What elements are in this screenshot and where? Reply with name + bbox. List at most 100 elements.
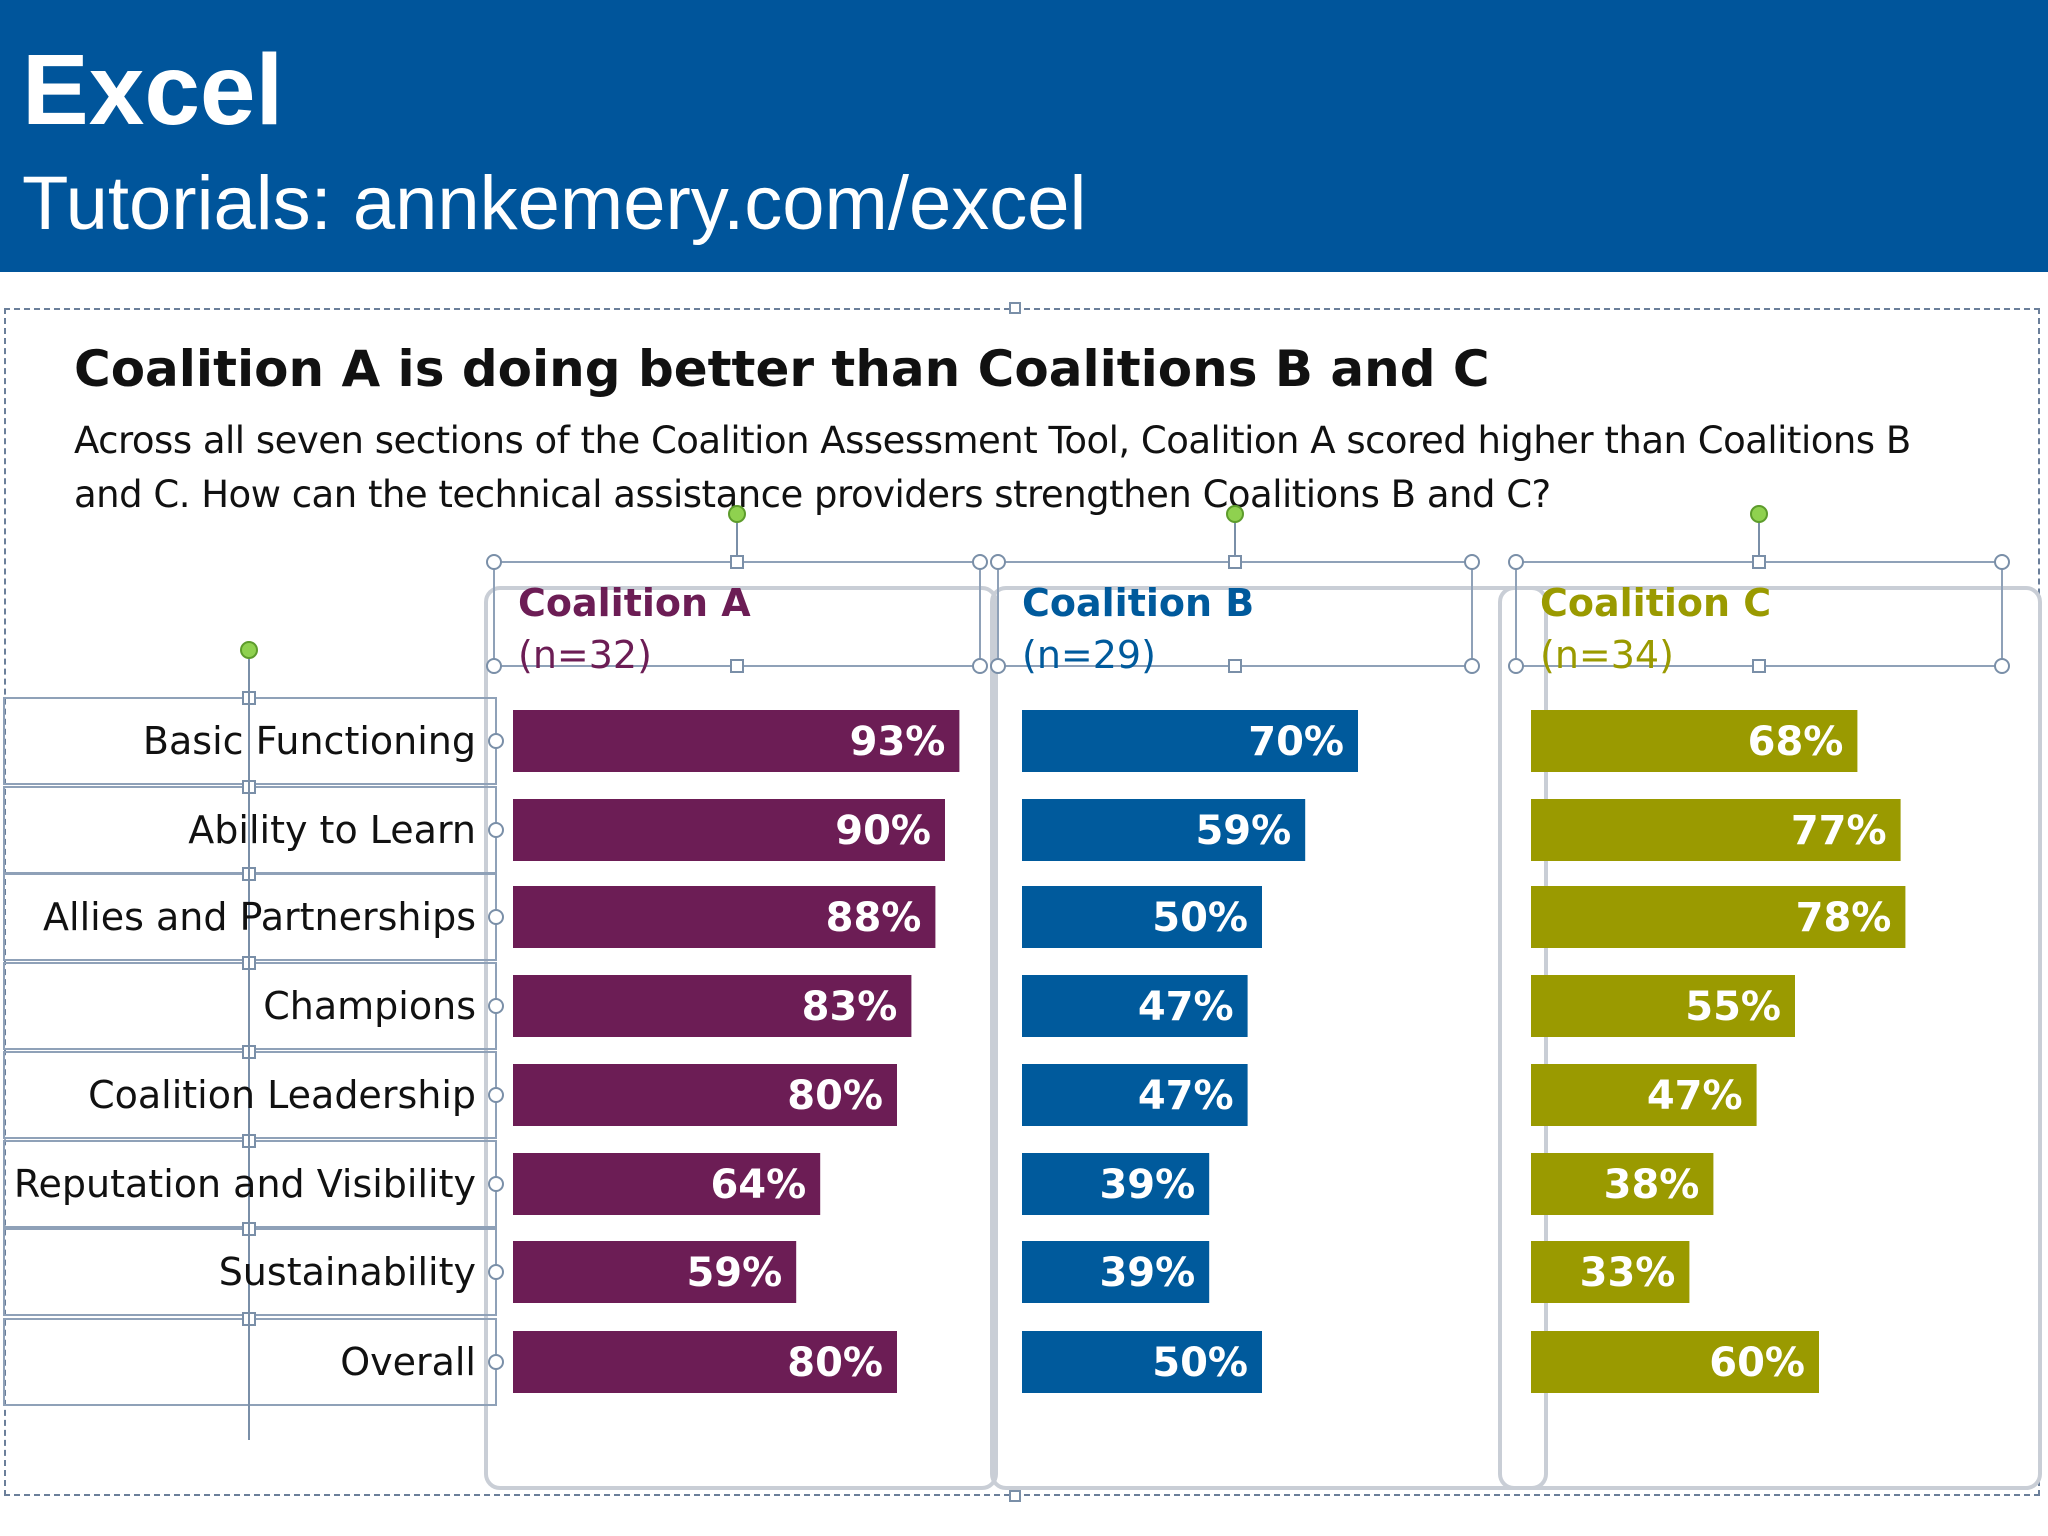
resize-handle[interactable] [1994, 554, 2010, 570]
bar[interactable] [513, 1153, 821, 1215]
resize-handle[interactable] [990, 554, 1006, 570]
bar[interactable] [1531, 1153, 1714, 1215]
category-label: Coalition Leadership [88, 1073, 476, 1117]
bar-label: 59% [686, 1250, 782, 1296]
banner-title: Excel [22, 34, 284, 146]
resize-handle[interactable] [488, 909, 504, 925]
bar[interactable] [1022, 886, 1262, 948]
resize-handle[interactable] [488, 1176, 504, 1192]
bar[interactable] [1531, 799, 1901, 861]
resize-handle[interactable] [1508, 658, 1524, 674]
bar[interactable] [1022, 710, 1358, 772]
rotate-handle[interactable] [728, 505, 746, 523]
panel-frame[interactable] [990, 586, 1548, 1490]
category-label: Reputation and Visibility [14, 1162, 476, 1206]
panel-title: Coalition A [518, 581, 751, 625]
title-banner: Excel Tutorials: annkemery.com/excel [0, 0, 2048, 272]
rotate-handle[interactable] [1750, 505, 1768, 523]
banner-subtitle: Tutorials: annkemery.com/excel [22, 161, 1087, 246]
bar-label: 50% [1152, 895, 1248, 941]
resize-handle[interactable] [1508, 554, 1524, 570]
resize-handle[interactable] [486, 554, 502, 570]
bar-label: 88% [826, 895, 922, 941]
bar-label: 70% [1248, 719, 1344, 765]
bar[interactable] [513, 975, 912, 1037]
bar[interactable] [1022, 1153, 1210, 1215]
resize-handle[interactable] [488, 822, 504, 838]
bar[interactable] [513, 710, 960, 772]
resize-handle[interactable] [1464, 658, 1480, 674]
resize-handle[interactable] [730, 555, 744, 569]
panel-sample-size: (n=29) [1022, 633, 1156, 677]
resize-handle[interactable] [1228, 555, 1242, 569]
bar[interactable] [1531, 710, 1858, 772]
bar[interactable] [1531, 1241, 1690, 1303]
panel-coalition-b: Coalition B (n=29) 70% 59% 50% 47% 47% 39% 39% 50… [1022, 581, 1358, 1393]
resize-handle[interactable] [730, 659, 744, 673]
panel-sample-size: (n=34) [1540, 633, 1674, 677]
bar[interactable] [1531, 1331, 1819, 1393]
resize-handle[interactable] [1752, 659, 1766, 673]
bar[interactable] [1531, 1064, 1757, 1126]
resize-handle[interactable] [488, 1264, 504, 1280]
resize-handle[interactable] [488, 998, 504, 1014]
bar-label: 59% [1195, 808, 1291, 854]
bar[interactable] [513, 1241, 797, 1303]
panel-sample-size: (n=32) [518, 633, 652, 677]
bar-label: 33% [1580, 1250, 1676, 1296]
resize-handle[interactable] [488, 1354, 504, 1370]
panel-frame[interactable] [1498, 586, 2042, 1490]
rotate-handle[interactable] [1226, 505, 1244, 523]
category-label: Basic Functioning [143, 719, 476, 763]
resize-handle[interactable] [1464, 554, 1480, 570]
resize-handle[interactable] [972, 554, 988, 570]
bar-label: 68% [1748, 719, 1844, 765]
resize-handle[interactable] [486, 658, 502, 674]
resize-handle[interactable] [1994, 658, 2010, 674]
frame-bottom-handle[interactable] [1009, 1490, 1021, 1502]
bar-label: 47% [1647, 1073, 1743, 1119]
category-label: Sustainability [219, 1250, 476, 1294]
bar-label: 60% [1709, 1340, 1805, 1386]
resize-handle[interactable] [488, 1087, 504, 1103]
panel-title: Coalition C [1540, 581, 1771, 625]
resize-handle[interactable] [1752, 555, 1766, 569]
bar[interactable] [513, 886, 936, 948]
category-labels: Basic Functioning Ability to Learn Allies … [14, 719, 476, 1384]
category-label: Champions [263, 984, 476, 1028]
frame-top-handle[interactable] [1009, 302, 1021, 314]
bar[interactable] [1022, 1331, 1262, 1393]
category-label: Ability to Learn [188, 808, 476, 852]
bar-label: 80% [787, 1340, 883, 1386]
bar[interactable] [1531, 975, 1795, 1037]
bar[interactable] [1022, 975, 1248, 1037]
resize-handle[interactable] [990, 658, 1006, 674]
bar-label: 77% [1791, 808, 1887, 854]
rotate-handle[interactable] [240, 641, 258, 659]
bar[interactable] [1022, 799, 1306, 861]
resize-handle[interactable] [972, 658, 988, 674]
category-label: Allies and Partnerships [43, 895, 476, 939]
bar-label: 47% [1138, 984, 1234, 1030]
bar[interactable] [513, 799, 945, 861]
resize-handle[interactable] [488, 733, 504, 749]
category-label: Overall [340, 1340, 476, 1384]
bar-label: 38% [1604, 1162, 1700, 1208]
panel-title: Coalition B [1022, 581, 1254, 625]
chart-title: Coalition A is doing better than Coaliti… [74, 340, 1490, 398]
bar[interactable] [513, 1331, 897, 1393]
bar-label: 80% [787, 1073, 883, 1119]
bar-label: 47% [1138, 1073, 1234, 1119]
bar[interactable] [1022, 1241, 1210, 1303]
bar-label: 39% [1099, 1162, 1195, 1208]
panel-frame[interactable] [484, 586, 998, 1490]
bar-label: 78% [1796, 895, 1892, 941]
bar[interactable] [513, 1064, 897, 1126]
panel-coalition-a: Coalition A(n=32)93%90%88%83%80%64%59%80… [513, 581, 960, 1393]
panel-coalition-c: Coalition C (n=34) 68% 77% 78% 55% 47% 38% 33% 60… [1531, 581, 1906, 1393]
chart-panels: Coalition A(n=32)93%90%88%83%80%64%59%80… [513, 581, 1906, 1393]
bar[interactable] [1531, 886, 1906, 948]
resize-handle[interactable] [1228, 659, 1242, 673]
bar[interactable] [1022, 1064, 1248, 1126]
